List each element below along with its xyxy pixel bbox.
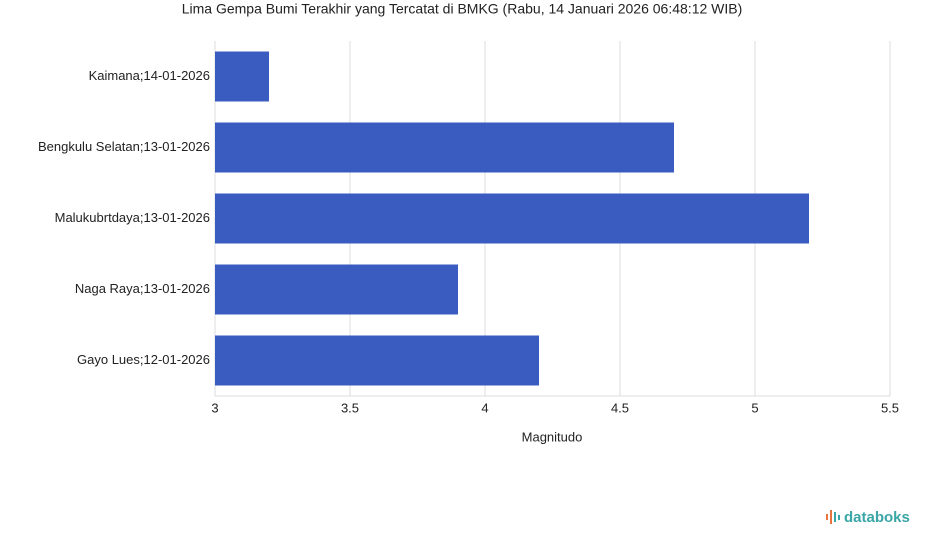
bar (215, 335, 539, 386)
y-tick-label: Bengkulu Selatan;13-01-2026 (38, 139, 210, 154)
x-tick-label: 5.5 (881, 400, 899, 415)
x-axis-label: Magnitudo (522, 429, 583, 444)
x-tick-label: 3 (211, 400, 218, 415)
brand-name: databoks (844, 509, 910, 526)
bar (215, 193, 809, 244)
x-tick-label: 5 (751, 400, 758, 415)
brand-logo (826, 510, 840, 524)
x-tick-label: 4.5 (611, 400, 629, 415)
chart-title: Lima Gempa Bumi Terakhir yang Tercatat d… (182, 1, 743, 17)
y-tick-label: Naga Raya;13-01-2026 (75, 281, 210, 296)
x-tick-label: 4 (481, 400, 488, 415)
y-tick-label: Kaimana;14-01-2026 (89, 68, 210, 83)
bar (215, 122, 674, 173)
y-tick-label: Malukubrtdaya;13-01-2026 (55, 210, 210, 225)
x-tick-label: 3.5 (341, 400, 359, 415)
y-tick-label: Gayo Lues;12-01-2026 (77, 352, 210, 367)
bar (215, 51, 269, 102)
bar (215, 264, 458, 315)
